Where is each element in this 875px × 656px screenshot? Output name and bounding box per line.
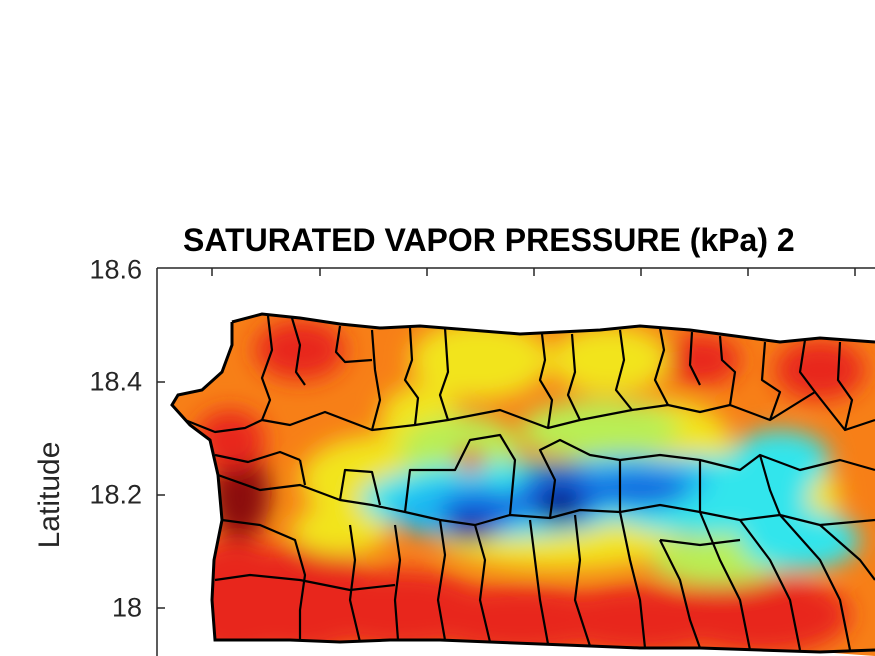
field-patch-yellow	[550, 325, 670, 395]
y-tick-label: 18.6	[89, 254, 142, 285]
y-tick-label: 18.4	[89, 366, 142, 397]
municipality-borders	[184, 315, 875, 651]
map-title: SATURATED VAPOR PRESSURE (kPa) 2	[183, 222, 795, 258]
y-tick-label: 18	[111, 592, 142, 623]
field-patch-dark_blue	[538, 485, 582, 525]
y-tick-marks	[157, 381, 165, 609]
field-patch-dark_red	[210, 450, 270, 540]
x-tick-marks	[211, 268, 856, 276]
y-tick-label: 18.2	[89, 479, 142, 510]
field-patch-yellow	[290, 505, 390, 555]
field-patch-red	[775, 340, 865, 400]
island-coastline	[170, 312, 875, 654]
field-patch-blue	[590, 472, 690, 508]
field-patch-cyan	[730, 430, 830, 490]
field-patch-red	[660, 335, 740, 385]
field-patch-light_green	[520, 400, 680, 460]
field-patch-red	[670, 575, 850, 655]
